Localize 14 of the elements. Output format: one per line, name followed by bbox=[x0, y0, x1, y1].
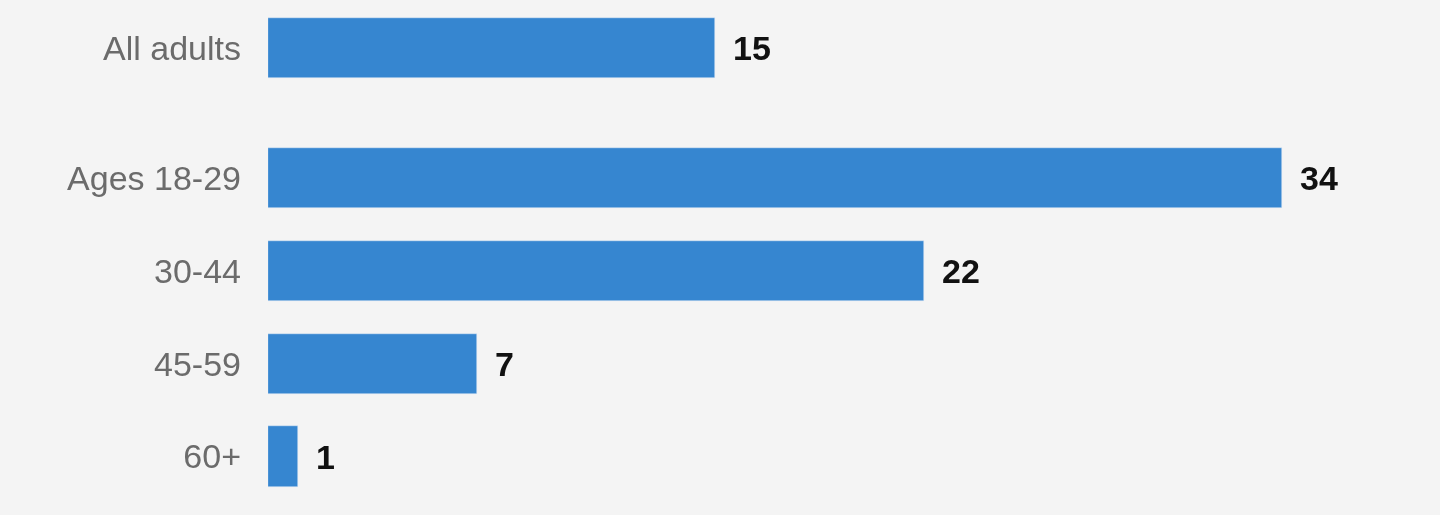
y-tick-label: Ages 18-29 bbox=[67, 159, 241, 198]
bar bbox=[268, 240, 924, 301]
data-label: 1 bbox=[316, 438, 335, 476]
data-label: 34 bbox=[1300, 159, 1338, 197]
y-tick-label: 60+ bbox=[183, 437, 241, 476]
data-label: 22 bbox=[942, 252, 980, 290]
bar bbox=[268, 333, 477, 394]
bar bbox=[268, 425, 298, 487]
y-tick-label: 45-59 bbox=[154, 344, 241, 383]
y-tick-label: All adults bbox=[103, 29, 241, 68]
y-tick-label: 30-44 bbox=[154, 251, 241, 290]
data-label: 15 bbox=[733, 29, 771, 67]
data-label: 7 bbox=[495, 345, 514, 383]
bar bbox=[268, 147, 1282, 208]
